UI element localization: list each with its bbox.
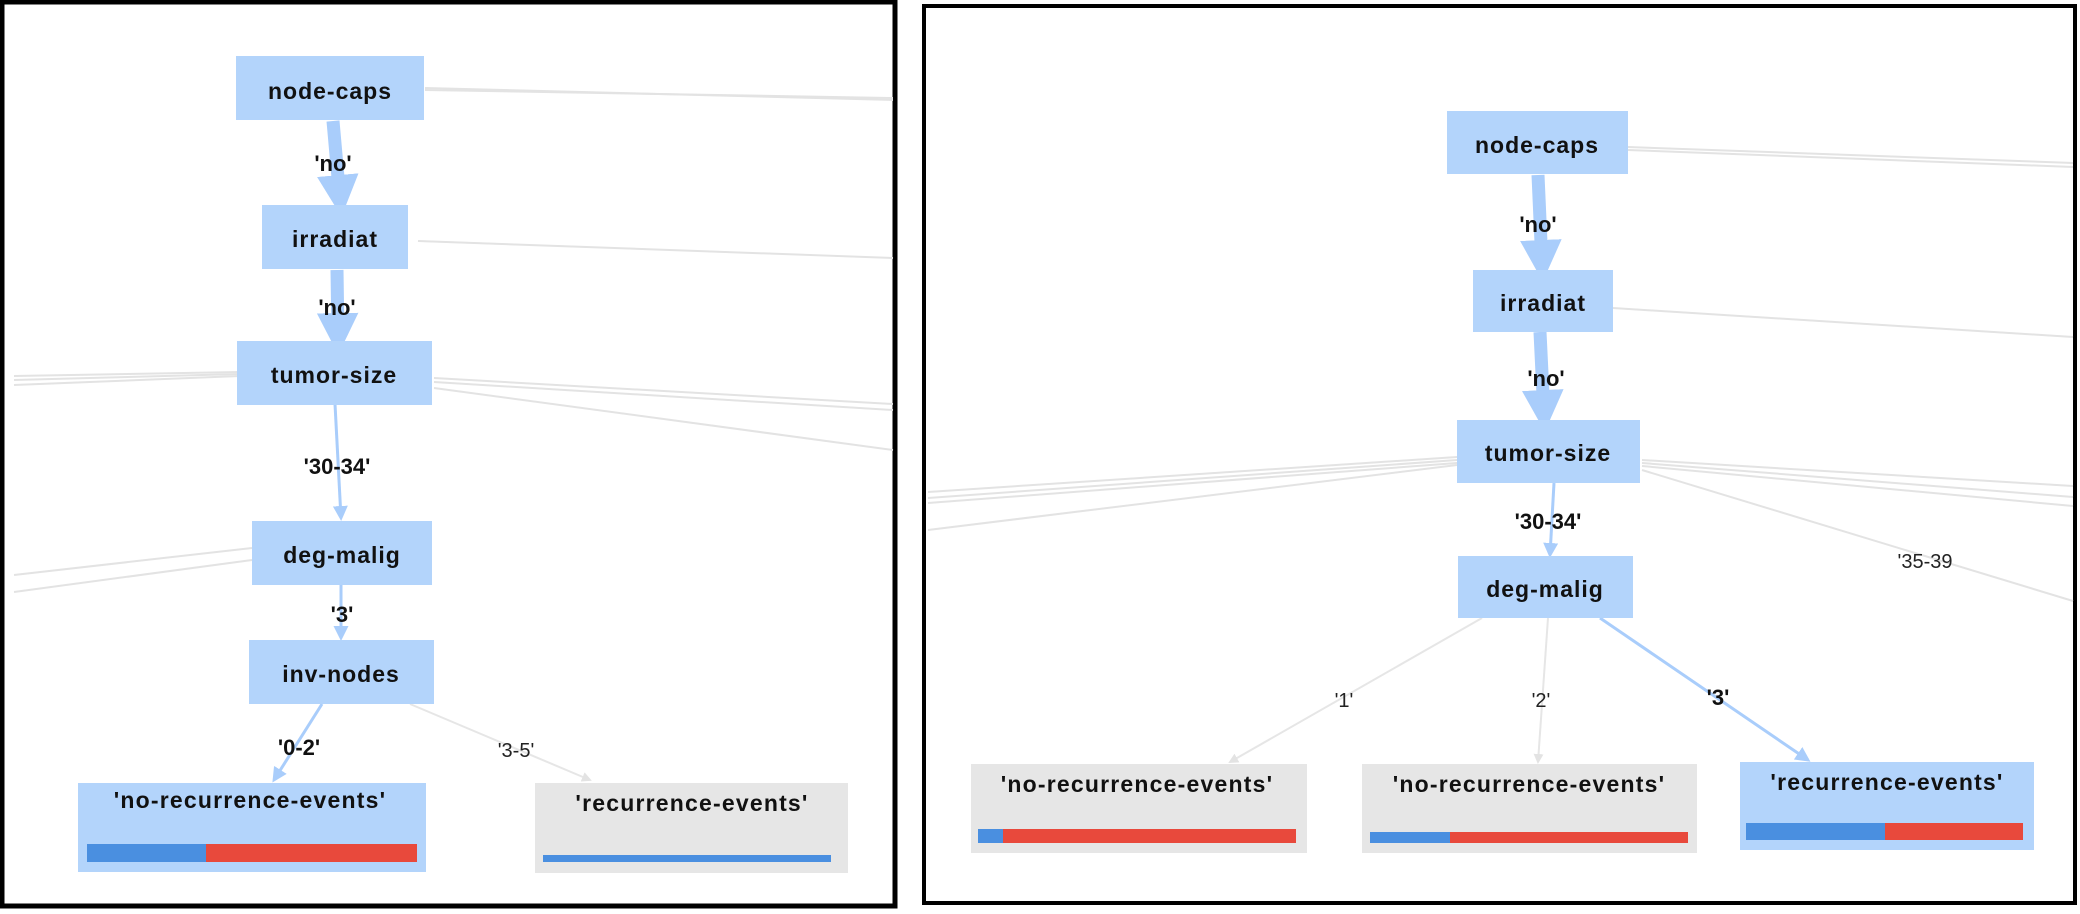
right-leaf-1-no-recurrence[interactable]: 'no-recurrence-events' [971,764,1307,853]
class-bar-red-segment [1885,823,2023,840]
left-edge-label-6: '3-5' [498,740,535,762]
right-edge-label-5: '1' [1335,690,1354,712]
right-node-tumor-size-label: tumor-size [1485,440,1611,466]
left-panel: node-caps irradiat tumor-size deg-malig … [0,0,898,909]
left-edge-label-5: '0-2' [278,735,320,760]
class-bar-blue-segment [1746,823,1885,840]
right-node-deg-malig-label: deg-malig [1486,576,1604,602]
left-node-deg-malig-label: deg-malig [283,542,401,568]
left-leaf-no-recurrence-class-bar [87,844,417,862]
right-leaf-3-label: 'recurrence-events' [1770,769,2003,795]
class-bar-blue-segment [978,829,1003,843]
right-node-deg-malig[interactable]: deg-malig [1458,556,1633,618]
edge-left-invnodes-leaf2 [409,703,592,782]
left-leaf-recurrence[interactable]: 'recurrence-events' [535,783,848,873]
left-leaf-no-recurrence[interactable]: 'no-recurrence-events' [78,783,426,872]
right-leaf-2-label: 'no-recurrence-events' [1393,771,1666,797]
edge-right-irradiat-tumorsize [1522,331,1564,432]
edge-right-degmalig-leaf1 [1228,617,1483,763]
edge-right-nodecaps-irradiat [1520,174,1562,282]
right-edge-label-1: 'no' [1519,212,1556,237]
edge-left-tumorsize-degmalig [332,403,348,521]
right-node-tumor-size[interactable]: tumor-size [1457,420,1640,483]
class-bar-blue-segment [543,855,831,862]
right-edge-label-6: '2' [1532,690,1551,712]
left-node-inv-nodes-label: inv-nodes [282,661,400,687]
right-background-edges [927,146,2074,602]
class-bar-red-segment [1003,829,1296,843]
left-tree-edges [272,120,592,783]
class-bar-blue-segment [87,844,206,862]
right-panel: node-caps irradiat tumor-size deg-malig … [922,4,2077,905]
edge-right-tumorsize-degmalig [1543,482,1559,558]
edge-right-degmalig-leaf2 [1533,617,1549,764]
right-node-node-caps-label: node-caps [1475,132,1599,158]
edge-right-degmalig-leaf3 [1599,616,1811,762]
left-background-edges [13,87,894,593]
right-edge-label-3: '30-34' [1515,509,1582,534]
right-node-irradiat-label: irradiat [1500,290,1586,316]
right-leaf-1-class-bar [978,829,1296,843]
left-node-irradiat[interactable]: irradiat [262,205,408,269]
left-leaf-recurrence-label: 'recurrence-events' [575,790,808,816]
edge-left-irradiat-tumorsize [316,269,359,355]
right-edge-label-4: '35-39 [1898,551,1953,573]
left-node-irradiat-label: irradiat [292,226,378,252]
edge-left-invnodes-leaf1 [272,703,324,783]
right-leaf-1-label: 'no-recurrence-events' [1001,771,1274,797]
left-edge-label-1: 'no' [314,151,351,176]
left-leaf-recurrence-class-bar [543,855,831,862]
left-panel-border [0,0,898,909]
class-bar-red-segment [1450,832,1688,843]
left-node-tumor-size[interactable]: tumor-size [237,341,432,405]
right-leaf-3-class-bar [1746,823,2023,840]
edge-left-nodecaps-irradiat [317,120,359,217]
right-leaf-2-no-recurrence[interactable]: 'no-recurrence-events' [1362,764,1697,853]
right-leaf-3-recurrence[interactable]: 'recurrence-events' [1740,762,2034,850]
right-node-node-caps[interactable]: node-caps [1447,111,1628,174]
right-node-irradiat[interactable]: irradiat [1473,270,1613,332]
left-node-node-caps[interactable]: node-caps [236,56,424,120]
right-leaf-2-class-bar [1370,832,1688,843]
left-edge-label-4: '3' [331,602,354,627]
right-edge-label-7: '3' [1707,685,1730,710]
left-node-node-caps-label: node-caps [268,78,392,104]
right-tree-edges [1228,174,1811,764]
left-node-tumor-size-label: tumor-size [271,362,397,388]
class-bar-blue-segment [1370,832,1450,843]
left-node-inv-nodes[interactable]: inv-nodes [249,640,434,704]
left-leaf-no-recurrence-label: 'no-recurrence-events' [114,787,387,813]
left-edge-label-3: '30-34' [304,454,371,479]
class-bar-red-segment [206,844,417,862]
right-edge-label-2: 'no' [1527,366,1564,391]
left-node-deg-malig[interactable]: deg-malig [252,521,432,585]
left-edge-label-2: 'no' [318,295,355,320]
